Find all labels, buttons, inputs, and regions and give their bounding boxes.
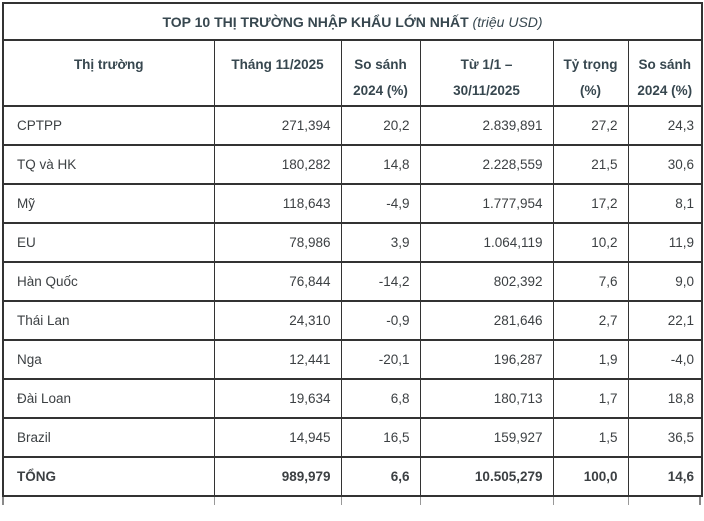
month-value-cell: 14,945 bbox=[213, 417, 342, 458]
table-title-text: TOP 10 THỊ TRƯỜNG NHẬP KHẨU LỚN NHẤT bbox=[162, 13, 469, 30]
market-name-cell: TQ và HK bbox=[2, 144, 215, 185]
ytd-vs-2024-cell: 24,3 bbox=[627, 105, 703, 146]
column-header-ytd-vs-2024: So sánh 2024 (%) bbox=[627, 39, 703, 107]
ytd-value-cell: 1.777,954 bbox=[419, 183, 554, 224]
grid-line-stub bbox=[628, 497, 629, 505]
market-name-cell: Thái Lan bbox=[2, 300, 215, 341]
table-row: Mỹ 118,643 -4,9 1.777,954 17,2 8,1 bbox=[2, 183, 703, 224]
table-row: CPTPP 271,394 20,2 2.839,891 27,2 24,3 bbox=[2, 105, 703, 146]
table-row: Thái Lan 24,310 -0,9 281,646 2,7 22,1 bbox=[2, 300, 703, 341]
market-name-cell: Hàn Quốc bbox=[2, 261, 215, 302]
table-row: Brazil 14,945 16,5 159,927 1,5 36,5 bbox=[2, 417, 703, 458]
share-cell: 17,2 bbox=[552, 183, 629, 224]
ytd-value-cell: 802,392 bbox=[419, 261, 554, 302]
total-row: TỔNG 989,979 6,6 10.505,279 100,0 14,6 bbox=[2, 456, 703, 497]
ytd-value-cell: 2.228,559 bbox=[419, 144, 554, 185]
ytd-vs-2024-cell: 8,1 bbox=[627, 183, 703, 224]
total-share-cell: 100,0 bbox=[552, 456, 629, 497]
grid-line-stub bbox=[420, 497, 421, 505]
ytd-vs-2024-cell: 9,0 bbox=[627, 261, 703, 302]
month-value-cell: 78,986 bbox=[213, 222, 342, 263]
top10-import-markets-table: TOP 10 THỊ TRƯỜNG NHẬP KHẨU LỚN NHẤT (tr… bbox=[2, 2, 704, 497]
month-value-cell: 12,441 bbox=[213, 339, 342, 380]
month-value-cell: 76,844 bbox=[213, 261, 342, 302]
header-row: Thị trường Tháng 11/2025 So sánh 2024 (%… bbox=[2, 39, 703, 107]
column-header-month-vs-2024: So sánh 2024 (%) bbox=[340, 39, 421, 107]
market-name-cell: CPTPP bbox=[2, 105, 215, 146]
ytd-vs-2024-cell: 18,8 bbox=[627, 378, 703, 419]
ytd-value-cell: 281,646 bbox=[419, 300, 554, 341]
ytd-vs-2024-cell: 11,9 bbox=[627, 222, 703, 263]
total-month-vs-2024-cell: 6,6 bbox=[340, 456, 421, 497]
month-vs-2024-cell: -14,2 bbox=[340, 261, 421, 302]
month-value-cell: 24,310 bbox=[213, 300, 342, 341]
month-vs-2024-cell: 16,5 bbox=[340, 417, 421, 458]
grid-line-stub bbox=[699, 497, 701, 505]
month-vs-2024-cell: -0,9 bbox=[340, 300, 421, 341]
column-header-ytd: Từ 1/1 – 30/11/2025 bbox=[419, 39, 554, 107]
ytd-vs-2024-cell: -4,0 bbox=[627, 339, 703, 380]
market-name-cell: Nga bbox=[2, 339, 215, 380]
table-title: TOP 10 THỊ TRƯỜNG NHẬP KHẨU LỚN NHẤT (tr… bbox=[2, 2, 703, 41]
share-cell: 10,2 bbox=[552, 222, 629, 263]
table-row: Hàn Quốc 76,844 -14,2 802,392 7,6 9,0 bbox=[2, 261, 703, 302]
ytd-value-cell: 159,927 bbox=[419, 417, 554, 458]
grid-line-stub bbox=[341, 497, 342, 505]
month-value-cell: 19,634 bbox=[213, 378, 342, 419]
total-ytd-value-cell: 10.505,279 bbox=[419, 456, 554, 497]
ytd-value-cell: 1.064,119 bbox=[419, 222, 554, 263]
table-row: Đài Loan 19,634 6,8 180,713 1,7 18,8 bbox=[2, 378, 703, 419]
ytd-vs-2024-cell: 36,5 bbox=[627, 417, 703, 458]
month-vs-2024-cell: 3,9 bbox=[340, 222, 421, 263]
share-cell: 1,5 bbox=[552, 417, 629, 458]
cut-off-next-row bbox=[2, 497, 703, 505]
month-vs-2024-cell: -4,9 bbox=[340, 183, 421, 224]
table-title-unit-note: (triệu USD) bbox=[472, 13, 543, 30]
month-value-cell: 180,282 bbox=[213, 144, 342, 185]
market-name-cell: Đài Loan bbox=[2, 378, 215, 419]
share-cell: 2,7 bbox=[552, 300, 629, 341]
column-header-market: Thị trường bbox=[2, 39, 215, 107]
share-cell: 21,5 bbox=[552, 144, 629, 185]
month-value-cell: 118,643 bbox=[213, 183, 342, 224]
table-row: EU 78,986 3,9 1.064,119 10,2 11,9 bbox=[2, 222, 703, 263]
ytd-vs-2024-cell: 30,6 bbox=[627, 144, 703, 185]
table-row: Nga 12,441 -20,1 196,287 1,9 -4,0 bbox=[2, 339, 703, 380]
total-month-value-cell: 989,979 bbox=[213, 456, 342, 497]
share-cell: 27,2 bbox=[552, 105, 629, 146]
table-row: TQ và HK 180,282 14,8 2.228,559 21,5 30,… bbox=[2, 144, 703, 185]
month-value-cell: 271,394 bbox=[213, 105, 342, 146]
share-cell: 7,6 bbox=[552, 261, 629, 302]
total-label-cell: TỔNG bbox=[2, 456, 215, 497]
total-ytd-vs-2024-cell: 14,6 bbox=[627, 456, 703, 497]
ytd-value-cell: 196,287 bbox=[419, 339, 554, 380]
ytd-value-cell: 2.839,891 bbox=[419, 105, 554, 146]
ytd-value-cell: 180,713 bbox=[419, 378, 554, 419]
market-name-cell: Mỹ bbox=[2, 183, 215, 224]
import-markets-table-figure: TOP 10 THỊ TRƯỜNG NHẬP KHẨU LỚN NHẤT (tr… bbox=[2, 2, 704, 505]
month-vs-2024-cell: -20,1 bbox=[340, 339, 421, 380]
month-vs-2024-cell: 6,8 bbox=[340, 378, 421, 419]
grid-line-stub bbox=[214, 497, 215, 505]
market-name-cell: EU bbox=[2, 222, 215, 263]
share-cell: 1,9 bbox=[552, 339, 629, 380]
column-header-month: Tháng 11/2025 bbox=[213, 39, 342, 107]
grid-line-stub bbox=[2, 497, 4, 505]
title-row: TOP 10 THỊ TRƯỜNG NHẬP KHẨU LỚN NHẤT (tr… bbox=[2, 2, 703, 41]
month-vs-2024-cell: 14,8 bbox=[340, 144, 421, 185]
ytd-vs-2024-cell: 22,1 bbox=[627, 300, 703, 341]
share-cell: 1,7 bbox=[552, 378, 629, 419]
grid-line-stub bbox=[553, 497, 554, 505]
column-header-share: Tỷ trọng (%) bbox=[552, 39, 629, 107]
market-name-cell: Brazil bbox=[2, 417, 215, 458]
month-vs-2024-cell: 20,2 bbox=[340, 105, 421, 146]
